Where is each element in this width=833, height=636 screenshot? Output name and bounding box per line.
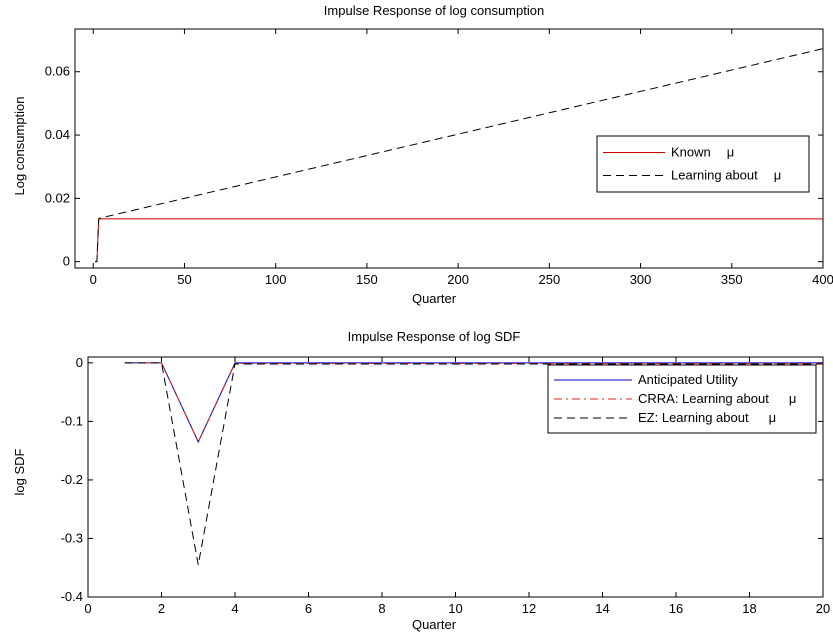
top-x-tick-label: 200 — [447, 272, 469, 287]
top-x-tick-label: 150 — [356, 272, 378, 287]
bottom-x-tick-label: 16 — [669, 601, 683, 616]
top-legend-box — [596, 135, 810, 193]
top-y-tick-label: 0.04 — [45, 127, 70, 142]
consumption-response-panel: Impulse Response of log consumption Quar… — [12, 3, 833, 306]
top-y-axis-label: Log consumption — [12, 96, 27, 195]
bottom-y-tick-label: -0.3 — [61, 530, 83, 545]
top-legend: Known μ Learning about μ — [596, 135, 810, 193]
bottom-chart-title: Impulse Response of log SDF — [348, 329, 521, 344]
bottom-x-tick-label: 12 — [522, 601, 536, 616]
bottom-x-tick-label: 2 — [158, 601, 165, 616]
bottom-legend-mu-symbol-2: μ — [789, 391, 797, 406]
top-x-tick-label: 50 — [177, 272, 191, 287]
top-x-tick-label: 250 — [538, 272, 560, 287]
bottom-legend-label-3: EZ: Learning about — [638, 410, 749, 425]
bottom-x-tick-label: 0 — [84, 601, 91, 616]
top-series-line-2 — [95, 48, 823, 263]
top-y-tick-label: 0.02 — [45, 190, 70, 205]
bottom-y-tick-label: 0 — [76, 355, 83, 370]
bottom-series-line-3 — [124, 362, 823, 565]
top-y-tick-label: 0.06 — [45, 64, 70, 79]
bottom-x-tick-label: 18 — [742, 601, 756, 616]
top-legend-label-2: Learning about — [671, 168, 758, 183]
bottom-x-axis-label: Quarter — [412, 617, 457, 632]
bottom-x-tick-label: 6 — [305, 601, 312, 616]
bottom-y-tick-label: -0.1 — [61, 413, 83, 428]
top-legend-mu-symbol-2: μ — [774, 168, 782, 183]
top-x-tick-label: 100 — [265, 272, 287, 287]
bottom-x-tick-label: 10 — [448, 601, 462, 616]
top-x-tick-label: 350 — [721, 272, 743, 287]
bottom-x-tick-label: 4 — [231, 601, 238, 616]
bottom-y-axis-label: log SDF — [12, 448, 27, 495]
bottom-x-tick-label: 20 — [816, 601, 830, 616]
top-x-axis-label: Quarter — [412, 291, 457, 306]
bottom-x-tick-label: 8 — [378, 601, 385, 616]
bottom-y-tick-label: -0.2 — [61, 472, 83, 487]
top-chart-title: Impulse Response of log consumption — [324, 3, 544, 18]
bottom-legend-label-2: CRRA: Learning about — [638, 391, 769, 406]
bottom-legend-mu-symbol-3: μ — [769, 410, 777, 425]
top-y-tick-label: 0 — [63, 254, 70, 269]
bottom-legend-label-1: Anticipated Utility — [638, 372, 738, 387]
sdf-response-panel: Impulse Response of log SDF Quarter log … — [12, 329, 830, 632]
top-x-tick-label: 0 — [90, 272, 97, 287]
bottom-x-tick-label: 14 — [595, 601, 609, 616]
bottom-y-tick-label: -0.4 — [61, 589, 83, 604]
top-x-tick-label: 400 — [812, 272, 833, 287]
top-legend-mu-symbol-1: μ — [727, 145, 735, 160]
bottom-series-line-2 — [124, 362, 823, 444]
top-x-tick-label: 300 — [630, 272, 652, 287]
top-legend-label-1: Known — [671, 145, 711, 160]
